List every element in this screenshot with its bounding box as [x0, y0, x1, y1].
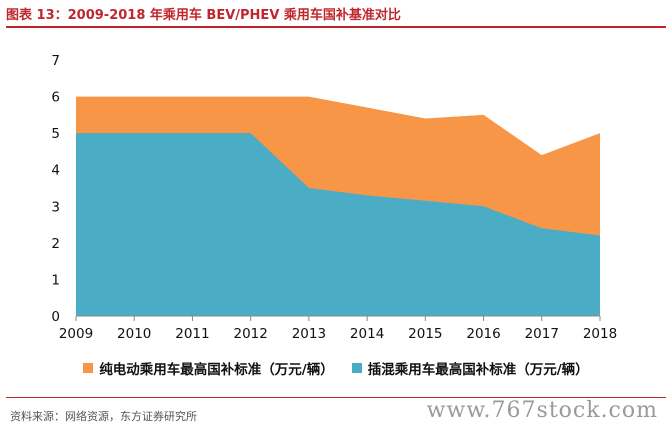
legend-swatch-bev	[83, 363, 94, 373]
area-chart: 0 1 2 3 4 5 6 7 2009 2010 2011 2012 2013 2014 2015 2016…	[51, 53, 617, 342]
legend-item-phev: 插混乘用车最高国补标准（万元/辆）	[351, 358, 589, 378]
watermark: www.767stock.com	[426, 398, 658, 423]
chart-title: 图表 13：2009-2018 年乘用车 BEV/PHEV 乘用车国补基准对比	[6, 8, 401, 23]
x-tick-label: 2011	[175, 326, 209, 342]
y-tick-label: 4	[51, 163, 60, 179]
y-tick-label: 2	[51, 236, 60, 252]
x-tick-label: 2013	[292, 326, 326, 342]
legend-swatch-phev	[351, 363, 362, 373]
source-note: 资料来源：网络资源，东方证券研究所	[10, 410, 197, 423]
x-tick-label: 2017	[525, 326, 559, 342]
legend-label-bev: 纯电动乘用车最高国补标准（万元/辆）	[99, 362, 334, 378]
x-tick-label: 2009	[59, 326, 93, 342]
y-tick-label: 1	[51, 272, 60, 288]
y-tick-label: 6	[51, 90, 60, 106]
footer-divider	[6, 397, 666, 398]
y-tick-label: 7	[51, 53, 60, 69]
x-tick-label: 2014	[350, 326, 384, 342]
area-phev	[76, 133, 600, 316]
legend-item-bev: 纯电动乘用车最高国补标准（万元/辆）	[83, 358, 334, 378]
x-tick-label: 2010	[117, 326, 151, 342]
x-tick-label: 2015	[408, 326, 442, 342]
x-tick-label: 2016	[466, 326, 500, 342]
y-tick-label: 5	[51, 126, 60, 142]
x-tick-label: 2018	[583, 326, 617, 342]
title-divider	[6, 26, 666, 28]
y-tick-label: 3	[51, 199, 60, 215]
legend-label-phev: 插混乘用车最高国补标准（万元/辆）	[367, 362, 589, 378]
x-tick-label: 2012	[233, 326, 267, 342]
y-tick-label: 0	[51, 309, 60, 325]
chart-legend: 纯电动乘用车最高国补标准（万元/辆） 插混乘用车最高国补标准（万元/辆）	[0, 358, 672, 378]
